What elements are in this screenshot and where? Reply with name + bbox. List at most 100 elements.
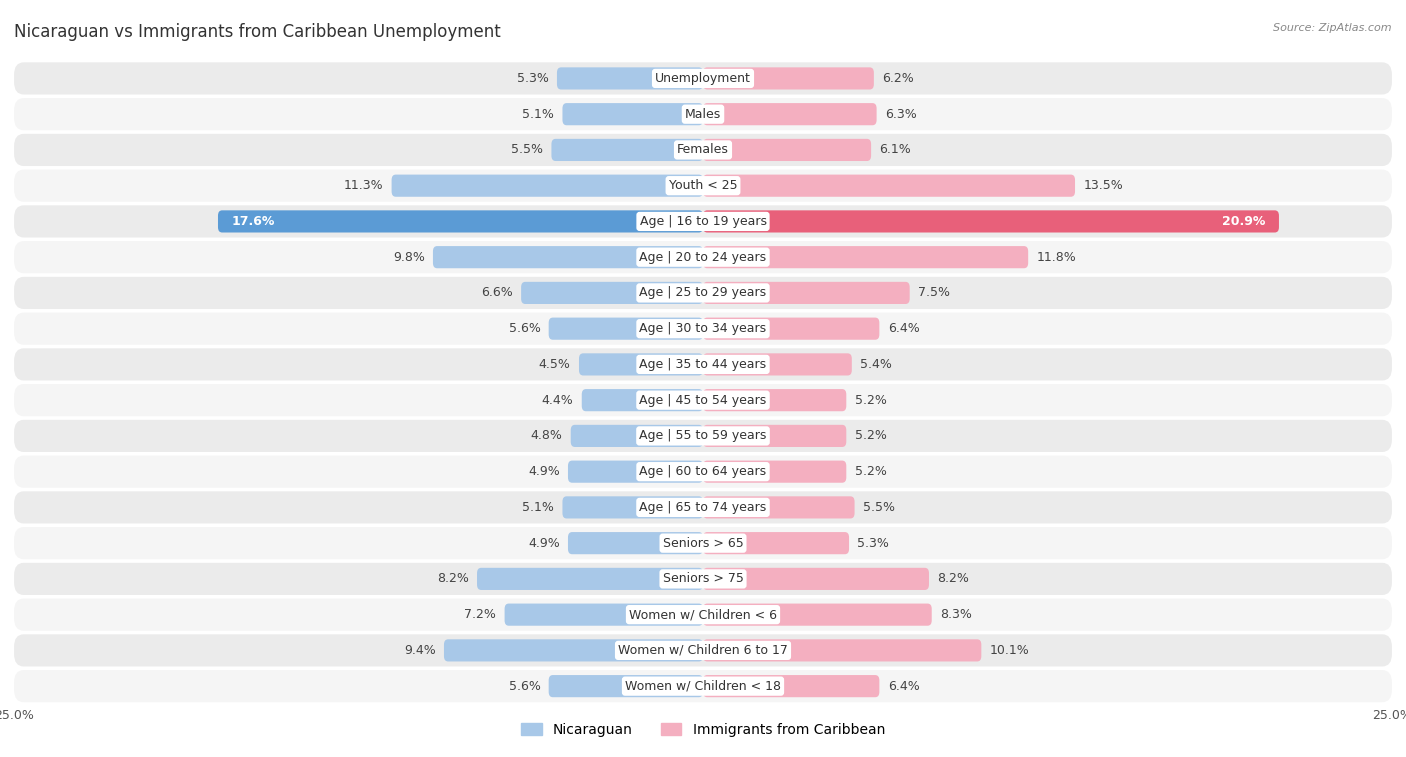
FancyBboxPatch shape — [551, 139, 703, 161]
FancyBboxPatch shape — [14, 420, 1392, 452]
FancyBboxPatch shape — [703, 675, 879, 697]
Text: 11.8%: 11.8% — [1036, 251, 1076, 263]
FancyBboxPatch shape — [392, 175, 703, 197]
Text: 8.2%: 8.2% — [938, 572, 969, 585]
FancyBboxPatch shape — [14, 634, 1392, 666]
FancyBboxPatch shape — [703, 354, 852, 375]
Text: 6.6%: 6.6% — [481, 286, 513, 300]
Text: 4.5%: 4.5% — [538, 358, 571, 371]
Text: 6.2%: 6.2% — [882, 72, 914, 85]
FancyBboxPatch shape — [14, 205, 1392, 238]
Text: Unemployment: Unemployment — [655, 72, 751, 85]
Text: Women w/ Children < 6: Women w/ Children < 6 — [628, 608, 778, 621]
Text: 5.6%: 5.6% — [509, 680, 540, 693]
FancyBboxPatch shape — [14, 384, 1392, 416]
Text: 5.1%: 5.1% — [522, 501, 554, 514]
Text: 7.5%: 7.5% — [918, 286, 950, 300]
Text: Females: Females — [678, 143, 728, 157]
FancyBboxPatch shape — [14, 134, 1392, 166]
Text: 11.3%: 11.3% — [343, 179, 384, 192]
FancyBboxPatch shape — [568, 460, 703, 483]
Text: Women w/ Children < 18: Women w/ Children < 18 — [626, 680, 780, 693]
FancyBboxPatch shape — [703, 210, 1279, 232]
Text: 6.1%: 6.1% — [879, 143, 911, 157]
FancyBboxPatch shape — [562, 103, 703, 125]
FancyBboxPatch shape — [557, 67, 703, 89]
FancyBboxPatch shape — [433, 246, 703, 268]
Legend: Nicaraguan, Immigrants from Caribbean: Nicaraguan, Immigrants from Caribbean — [516, 717, 890, 742]
FancyBboxPatch shape — [579, 354, 703, 375]
FancyBboxPatch shape — [703, 425, 846, 447]
Text: Seniors > 75: Seniors > 75 — [662, 572, 744, 585]
Text: Seniors > 65: Seniors > 65 — [662, 537, 744, 550]
FancyBboxPatch shape — [562, 497, 703, 519]
Text: Age | 30 to 34 years: Age | 30 to 34 years — [640, 322, 766, 335]
FancyBboxPatch shape — [14, 313, 1392, 344]
FancyBboxPatch shape — [703, 139, 872, 161]
FancyBboxPatch shape — [444, 640, 703, 662]
Text: Age | 60 to 64 years: Age | 60 to 64 years — [640, 465, 766, 478]
FancyBboxPatch shape — [522, 282, 703, 304]
Text: Age | 65 to 74 years: Age | 65 to 74 years — [640, 501, 766, 514]
Text: 4.8%: 4.8% — [530, 429, 562, 442]
Text: Age | 16 to 19 years: Age | 16 to 19 years — [640, 215, 766, 228]
Text: 4.9%: 4.9% — [527, 465, 560, 478]
Text: 5.2%: 5.2% — [855, 394, 886, 407]
Text: 8.3%: 8.3% — [941, 608, 972, 621]
FancyBboxPatch shape — [703, 640, 981, 662]
FancyBboxPatch shape — [703, 67, 875, 89]
FancyBboxPatch shape — [703, 497, 855, 519]
Text: Age | 25 to 29 years: Age | 25 to 29 years — [640, 286, 766, 300]
Text: 5.5%: 5.5% — [512, 143, 543, 157]
Text: 17.6%: 17.6% — [232, 215, 276, 228]
Text: 5.1%: 5.1% — [522, 107, 554, 120]
Text: 5.2%: 5.2% — [855, 465, 886, 478]
Text: 5.4%: 5.4% — [860, 358, 891, 371]
FancyBboxPatch shape — [14, 527, 1392, 559]
Text: 4.9%: 4.9% — [527, 537, 560, 550]
FancyBboxPatch shape — [703, 460, 846, 483]
Text: 5.2%: 5.2% — [855, 429, 886, 442]
Text: Age | 20 to 24 years: Age | 20 to 24 years — [640, 251, 766, 263]
FancyBboxPatch shape — [477, 568, 703, 590]
FancyBboxPatch shape — [568, 532, 703, 554]
FancyBboxPatch shape — [703, 603, 932, 626]
FancyBboxPatch shape — [703, 246, 1028, 268]
Text: 4.4%: 4.4% — [541, 394, 574, 407]
FancyBboxPatch shape — [14, 62, 1392, 95]
FancyBboxPatch shape — [703, 103, 876, 125]
FancyBboxPatch shape — [505, 603, 703, 626]
Text: 5.5%: 5.5% — [863, 501, 894, 514]
Text: Youth < 25: Youth < 25 — [669, 179, 737, 192]
Text: 9.4%: 9.4% — [404, 644, 436, 657]
Text: 6.4%: 6.4% — [887, 322, 920, 335]
FancyBboxPatch shape — [548, 675, 703, 697]
FancyBboxPatch shape — [14, 491, 1392, 524]
FancyBboxPatch shape — [703, 282, 910, 304]
Text: 9.8%: 9.8% — [392, 251, 425, 263]
Text: Males: Males — [685, 107, 721, 120]
Text: Age | 55 to 59 years: Age | 55 to 59 years — [640, 429, 766, 442]
FancyBboxPatch shape — [582, 389, 703, 411]
FancyBboxPatch shape — [14, 277, 1392, 309]
FancyBboxPatch shape — [571, 425, 703, 447]
FancyBboxPatch shape — [14, 98, 1392, 130]
Text: 5.3%: 5.3% — [517, 72, 548, 85]
FancyBboxPatch shape — [703, 568, 929, 590]
FancyBboxPatch shape — [14, 170, 1392, 202]
FancyBboxPatch shape — [14, 348, 1392, 381]
FancyBboxPatch shape — [703, 318, 879, 340]
FancyBboxPatch shape — [14, 241, 1392, 273]
FancyBboxPatch shape — [14, 562, 1392, 595]
FancyBboxPatch shape — [14, 670, 1392, 702]
Text: 20.9%: 20.9% — [1222, 215, 1265, 228]
Text: 6.3%: 6.3% — [884, 107, 917, 120]
Text: 6.4%: 6.4% — [887, 680, 920, 693]
FancyBboxPatch shape — [548, 318, 703, 340]
FancyBboxPatch shape — [14, 456, 1392, 488]
Text: 5.3%: 5.3% — [858, 537, 889, 550]
FancyBboxPatch shape — [14, 599, 1392, 631]
Text: 5.6%: 5.6% — [509, 322, 540, 335]
Text: 7.2%: 7.2% — [464, 608, 496, 621]
Text: Age | 35 to 44 years: Age | 35 to 44 years — [640, 358, 766, 371]
